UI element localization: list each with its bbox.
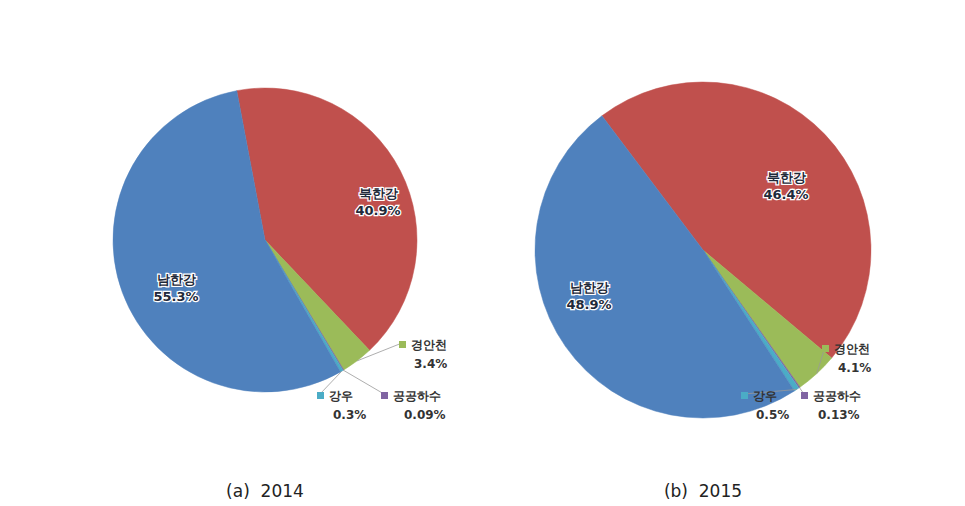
slice-value: 0.5% (756, 408, 789, 422)
slice-name: 공공하수 (813, 389, 861, 403)
pie-slice (535, 116, 794, 418)
slice-name: 경안천 (834, 342, 870, 356)
data-labels: 북한강 46.4% 경안천 4.1% 공공하수 0.13% 강우 0.5% 남한강 48.9% (566, 170, 871, 422)
pie-chart: 북한강 40.9% 경안천 3.4% 공공하수 0.09% 강우 0.3% 남한강 55.3% (a… (113, 88, 447, 501)
pie-chart: 북한강 46.4% 경안천 4.1% 공공하수 0.13% 강우 0.5% 남한강 48.9% (b… (535, 82, 871, 501)
label-swatch (822, 345, 829, 352)
slice-name: 경안천 (411, 338, 447, 352)
slice-name: 강우 (329, 389, 353, 403)
label-swatch (801, 392, 808, 399)
label-swatch (317, 392, 324, 399)
data-labels: 북한강 40.9% 경안천 3.4% 공공하수 0.09% 강우 0.3% 남한강 55.3% (153, 186, 447, 422)
label-swatch (399, 341, 406, 348)
slice-value: 48.9% (566, 297, 611, 312)
slices (535, 82, 871, 418)
pie-slice (113, 91, 341, 392)
slice-name: 강우 (753, 389, 777, 403)
slices (113, 88, 417, 392)
slice-name: 남한강 (157, 272, 196, 287)
label-swatch (741, 392, 748, 399)
slice-value: 46.4% (763, 187, 808, 202)
figure: 북한강 40.9% 경안천 3.4% 공공하수 0.09% 강우 0.3% 남한강 55.3% (a… (0, 0, 965, 506)
slice-name: 남한강 (570, 280, 609, 295)
slice-name: 공공하수 (393, 389, 441, 403)
slice-name: 북한강 (359, 186, 398, 201)
slice-value: 0.09% (404, 408, 446, 422)
slice-value: 0.3% (333, 408, 366, 422)
slice-value: 40.9% (355, 203, 400, 218)
label-swatch (381, 392, 388, 399)
slice-name: 북한강 (767, 170, 806, 185)
slice-value: 0.13% (818, 408, 860, 422)
leader-line (357, 343, 402, 361)
slice-value: 4.1% (838, 361, 871, 375)
chart-title: (b) 2015 (664, 481, 742, 501)
slice-value: 3.4% (414, 357, 447, 371)
chart-title: (a) 2014 (226, 481, 304, 501)
slice-value: 55.3% (153, 289, 198, 304)
